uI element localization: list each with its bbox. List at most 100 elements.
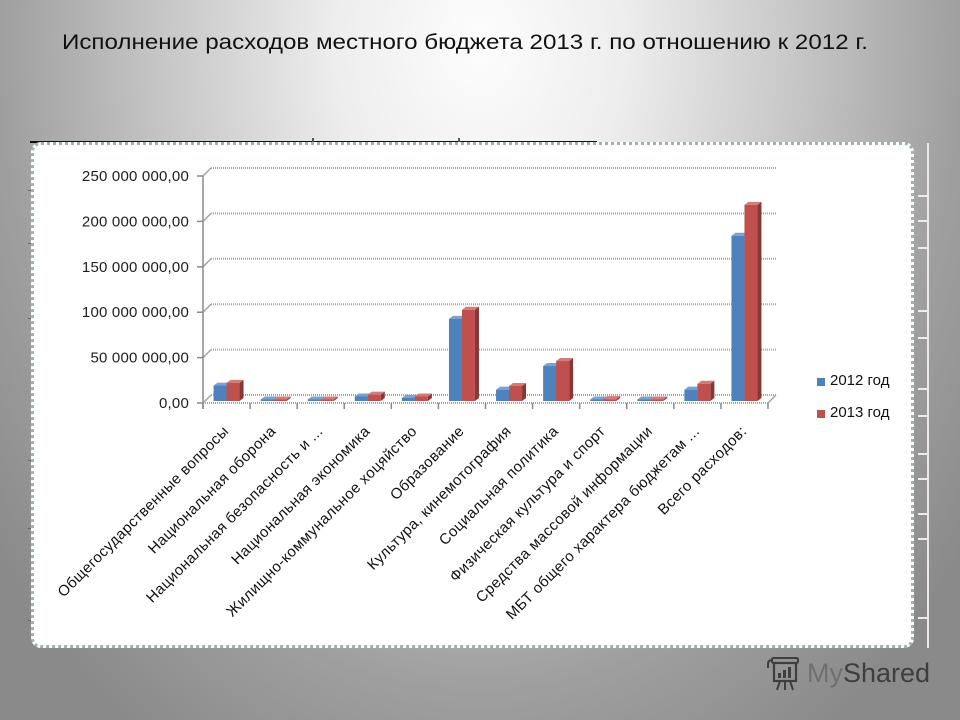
bar-top-face bbox=[448, 315, 466, 319]
bar-side-face bbox=[616, 396, 621, 401]
bar-top-face bbox=[226, 379, 244, 383]
watermark-brand-suffix: Shared bbox=[843, 658, 931, 688]
category-group bbox=[213, 379, 244, 401]
right-grid-tick bbox=[918, 337, 928, 339]
x-axis-category-label: Общегосударственные вопросы bbox=[54, 423, 232, 601]
presentation-board-icon bbox=[767, 657, 799, 691]
legend-item-2012: 2012 год bbox=[816, 372, 906, 392]
bar-side-face bbox=[427, 393, 432, 401]
category-group bbox=[448, 306, 479, 401]
right-grid-tick bbox=[918, 415, 928, 417]
bar-side-face bbox=[710, 380, 715, 401]
bar-front-face bbox=[401, 397, 415, 401]
legend-item-2013: 2013 год bbox=[816, 404, 906, 424]
legend-label-2012: 2012 год bbox=[830, 372, 890, 389]
bar-2013-год bbox=[603, 396, 621, 401]
category-group bbox=[307, 396, 338, 401]
watermark-brand-prefix: My bbox=[807, 658, 843, 688]
bar-front-face bbox=[744, 204, 758, 401]
category-group bbox=[543, 358, 574, 401]
bar-front-face bbox=[684, 389, 698, 401]
bar-side-face bbox=[569, 358, 574, 401]
bar-side-face bbox=[522, 383, 527, 401]
category-group bbox=[637, 396, 668, 401]
bar-2013-год bbox=[650, 396, 668, 401]
legend-label-2013: 2013 год bbox=[830, 404, 890, 421]
bar-top-face bbox=[213, 382, 231, 386]
bar-front-face bbox=[496, 389, 510, 401]
bar-front-face bbox=[637, 399, 651, 401]
bar-side-face bbox=[286, 396, 291, 401]
y-axis-tick-label: 200 000 000,00 bbox=[82, 213, 189, 230]
slide-title: Исполнение расходов местного бюджета 201… bbox=[62, 31, 868, 54]
right-grid-tick bbox=[918, 247, 928, 249]
bar-front-face bbox=[213, 385, 227, 401]
watermark-brand: MyShared bbox=[807, 657, 930, 689]
legend-swatch-2013 bbox=[817, 410, 825, 418]
bar-top-face bbox=[744, 201, 762, 205]
bar-front-face bbox=[603, 399, 617, 401]
left-edge-tick bbox=[28, 318, 32, 319]
bar-front-face bbox=[226, 382, 240, 401]
right-grid-tick bbox=[918, 388, 928, 390]
bar-2013-год bbox=[320, 396, 338, 401]
right-grid-line bbox=[927, 143, 929, 648]
myshared-watermark: MyShared bbox=[766, 654, 936, 694]
bar-top-face bbox=[637, 396, 655, 400]
bar-front-face bbox=[354, 396, 368, 401]
x-axis-category-label: Всего расходов: bbox=[655, 423, 751, 519]
bar-top-face bbox=[697, 380, 715, 384]
right-grid-tick bbox=[918, 538, 928, 540]
bar-top-face bbox=[354, 393, 372, 397]
bar-front-face bbox=[650, 399, 664, 401]
left-edge-tick bbox=[28, 528, 32, 529]
bar-front-face bbox=[590, 399, 604, 401]
bar-side-face bbox=[663, 396, 668, 401]
bar-top-face bbox=[496, 386, 514, 390]
right-grid-tick bbox=[918, 220, 928, 222]
bar-front-face bbox=[260, 399, 274, 401]
bar-top-face bbox=[414, 393, 432, 397]
bar-front-face bbox=[414, 396, 428, 401]
bar-front-face bbox=[731, 235, 745, 401]
bar-top-face bbox=[461, 306, 479, 310]
chart-panel[interactable] bbox=[31, 142, 914, 648]
right-grid-tick bbox=[918, 513, 928, 515]
bar-top-face bbox=[590, 396, 608, 400]
bar-front-face bbox=[697, 383, 711, 401]
gridline-depth-connector bbox=[202, 212, 212, 222]
bar-front-face bbox=[556, 361, 570, 401]
x-axis-category-label: Национальная безопасность и ... bbox=[143, 423, 326, 606]
bar-top-face bbox=[650, 396, 668, 400]
bar-front-face bbox=[367, 394, 381, 401]
category-group bbox=[401, 393, 432, 401]
bar-front-face bbox=[543, 366, 557, 401]
left-edge-tick bbox=[28, 460, 32, 461]
gridline-depth-connector bbox=[202, 394, 212, 404]
gridline-depth-connector bbox=[202, 167, 212, 177]
gridline-depth-connector bbox=[202, 303, 212, 313]
legend-swatch-2012 bbox=[817, 378, 825, 386]
bar-front-face bbox=[273, 399, 287, 401]
bar-front-face bbox=[448, 318, 462, 401]
left-edge-tick bbox=[28, 190, 32, 191]
bar-side-face bbox=[474, 306, 479, 401]
bar-front-face bbox=[320, 399, 334, 401]
bar-front-face bbox=[509, 386, 523, 401]
bar-2013-год bbox=[226, 379, 244, 401]
bar-top-face bbox=[320, 396, 338, 400]
bar-top-face bbox=[307, 396, 325, 400]
left-edge-tick bbox=[28, 620, 32, 621]
bar-2013-год bbox=[509, 383, 527, 401]
bar-side-face bbox=[333, 396, 338, 401]
category-group bbox=[354, 391, 385, 401]
gridline-depth-connector bbox=[202, 349, 212, 359]
bar-top-face bbox=[684, 386, 702, 390]
category-group bbox=[731, 201, 762, 401]
bar-front-face bbox=[461, 309, 475, 401]
bar-top-face bbox=[367, 391, 385, 395]
bar-2013-год bbox=[414, 393, 432, 401]
bar-top-face bbox=[509, 383, 527, 387]
right-grid-tick bbox=[918, 453, 928, 455]
